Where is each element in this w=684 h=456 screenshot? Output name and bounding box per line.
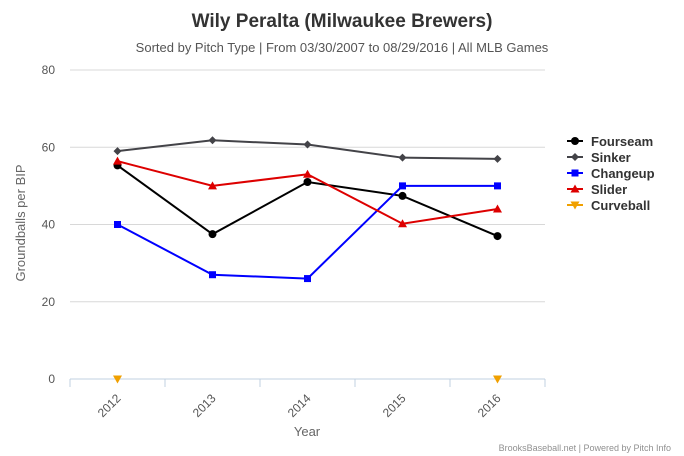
x-tick-label: 2012	[95, 391, 124, 420]
x-tick-label: 2013	[190, 391, 219, 420]
legend-item-slider[interactable]: Slider	[567, 182, 627, 197]
x-axis-title: Year	[294, 424, 321, 439]
x-axis-ticks: 2012 2013 2014 2015 2016	[69, 378, 546, 420]
changeup-point[interactable]	[304, 275, 311, 283]
legend-item-fourseam[interactable]: Fourseam	[567, 134, 653, 149]
sinker-point[interactable]	[398, 153, 407, 162]
legend-swatch-marker[interactable]	[571, 169, 579, 177]
fourseam-point[interactable]	[398, 191, 407, 200]
slider-point[interactable]	[493, 204, 502, 213]
legend-label: Sinker	[591, 150, 631, 165]
sinker-point[interactable]	[113, 147, 122, 156]
y-tick-label: 80	[42, 63, 56, 77]
series-changeup	[114, 182, 501, 283]
y-tick-label: 0	[48, 372, 55, 386]
y-axis-ticks: 0 20 40 60 80	[42, 63, 56, 386]
legend-swatch-marker[interactable]	[571, 137, 579, 145]
series-curveball	[113, 375, 502, 384]
series-sinker	[113, 136, 502, 163]
y-tick-label: 40	[42, 218, 56, 232]
chart-title: Wily Peralta (Milwaukee Brewers)	[192, 11, 493, 32]
fourseam-point[interactable]	[303, 178, 312, 187]
legend-swatch-marker[interactable]	[570, 201, 580, 210]
fourseam-point[interactable]	[208, 230, 217, 239]
changeup-point[interactable]	[114, 221, 121, 228]
changeup-point[interactable]	[399, 182, 406, 190]
sinker-point[interactable]	[493, 154, 502, 163]
fourseam-point[interactable]	[493, 232, 502, 241]
curveball-point[interactable]	[493, 375, 502, 384]
legend-item-curveball[interactable]: Curveball	[567, 198, 650, 213]
legend-item-sinker[interactable]: Sinker	[567, 150, 631, 165]
slider-point[interactable]	[113, 156, 122, 165]
x-tick-label: 2015	[380, 391, 409, 420]
slider-point[interactable]	[208, 181, 217, 190]
slider-point[interactable]	[398, 219, 407, 228]
legend-item-changeup[interactable]: Changeup	[567, 166, 655, 181]
y-axis-title: Groundballs per BIP	[13, 164, 28, 281]
y-tick-label: 20	[42, 295, 56, 309]
x-tick-label: 2016	[475, 391, 504, 420]
slider-point[interactable]	[303, 169, 312, 178]
series-slider	[113, 156, 502, 228]
legend-label: Curveball	[591, 198, 650, 213]
legend-swatch-marker[interactable]	[570, 184, 580, 193]
changeup-point[interactable]	[209, 271, 216, 279]
curveball-point[interactable]	[113, 375, 122, 384]
legend-swatch-marker[interactable]	[571, 153, 579, 161]
legend-label: Slider	[591, 182, 627, 197]
gridlines	[70, 69, 545, 380]
legend-label: Changeup	[591, 166, 655, 181]
credits[interactable]: BrooksBaseball.net | Powered by Pitch In…	[499, 443, 671, 453]
sinker-point[interactable]	[303, 140, 312, 149]
chart-subtitle: Sorted by Pitch Type | From 03/30/2007 t…	[136, 40, 549, 55]
series-layer	[113, 136, 502, 384]
legend-label: Fourseam	[591, 134, 653, 149]
sinker-point[interactable]	[208, 136, 217, 145]
changeup-line	[117, 184, 498, 280]
y-tick-label: 60	[42, 140, 56, 154]
x-tick-label: 2014	[285, 391, 314, 420]
changeup-point[interactable]	[494, 182, 501, 190]
